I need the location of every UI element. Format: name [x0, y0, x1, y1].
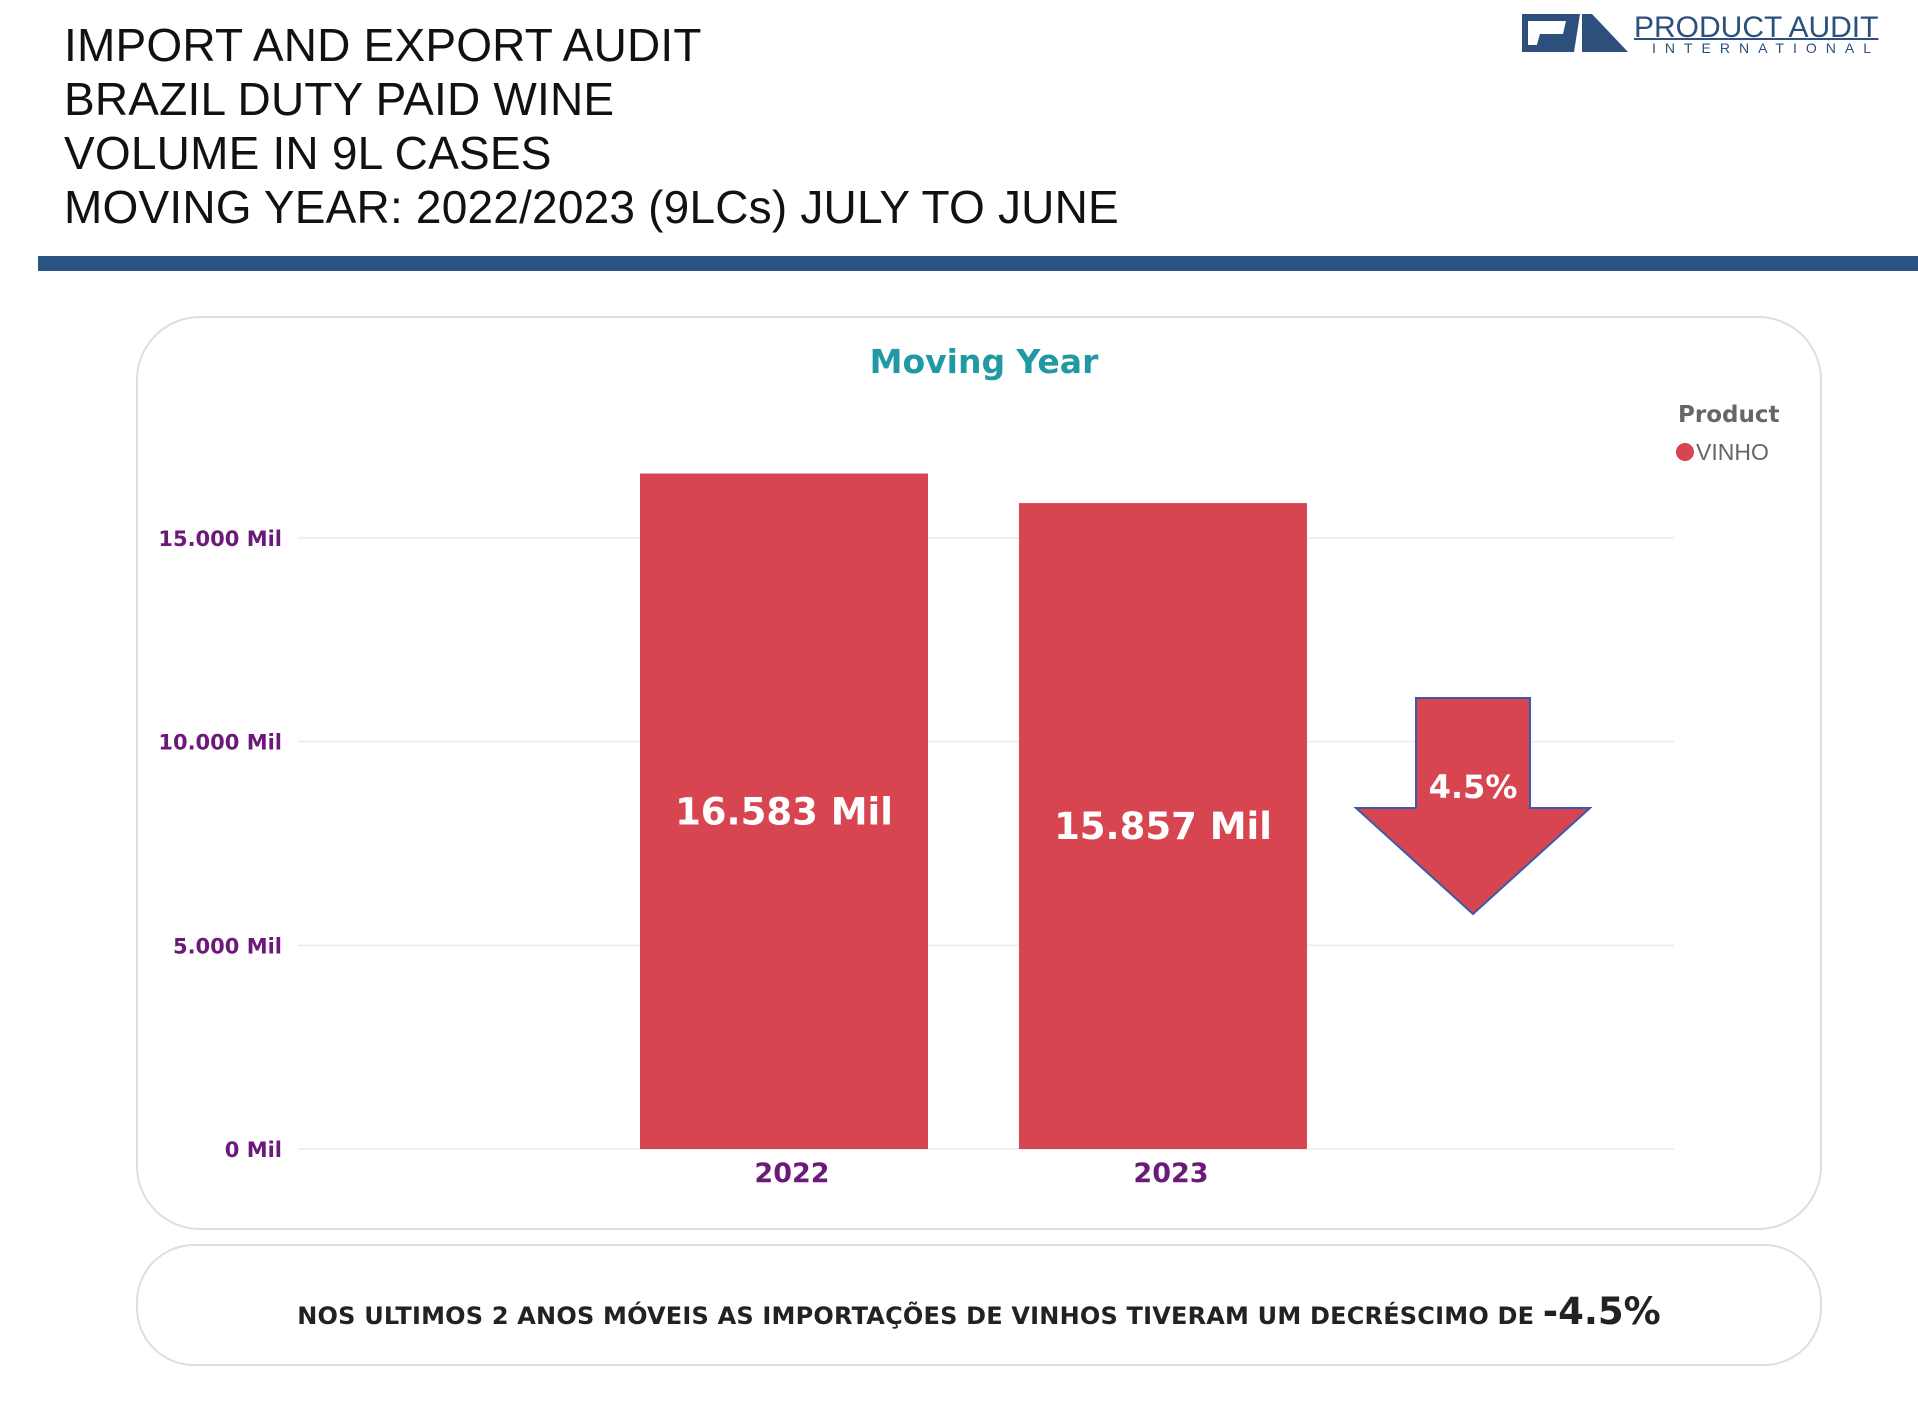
summary-note: NOS ULTIMOS 2 ANOS MÓVEIS AS IMPORTAÇÕES…: [138, 1290, 1820, 1333]
legend-item-label: VINHO: [1696, 439, 1769, 465]
header-title-line-4: MOVING YEAR: 2022/2023 (9LCs) JULY TO JU…: [64, 181, 1119, 233]
bar-2022: [640, 473, 928, 1149]
header-title-line-1: IMPORT AND EXPORT AUDIT: [64, 19, 702, 71]
logo-name: PRODUCT AUDIT: [1634, 11, 1879, 44]
header-divider: [38, 256, 1918, 271]
report-header: IMPORT AND EXPORT AUDIT BRAZIL DUTY PAID…: [64, 18, 1264, 234]
y-tick-label: 15.000 Mil: [158, 527, 282, 551]
summary-note-card: NOS ULTIMOS 2 ANOS MÓVEIS AS IMPORTAÇÕES…: [136, 1244, 1822, 1366]
summary-note-value: -4.5%: [1542, 1290, 1661, 1333]
y-tick-label: 10.000 Mil: [158, 731, 282, 755]
chart-card: Moving Year Product VINHO 0 Mil 5.000 Mil…: [136, 316, 1822, 1230]
bar-chart: Moving Year Product VINHO 0 Mil 5.000 Mil…: [158, 342, 1779, 1189]
header-title-line-3: VOLUME IN 9L CASES: [64, 127, 552, 179]
legend-marker: [1676, 443, 1694, 461]
bar-2023: [1019, 503, 1307, 1149]
y-tick-label: 5.000 Mil: [173, 934, 282, 958]
bar-data-label: 16.583 Mil: [675, 790, 893, 833]
pa-logo-icon: [1522, 14, 1628, 52]
x-tick-label: 2022: [754, 1158, 829, 1189]
bar-data-label: 15.857 Mil: [1054, 805, 1272, 848]
chart-title: Moving Year: [870, 342, 1099, 381]
change-annotation-label: 4.5%: [1429, 768, 1518, 806]
logo-subtitle: INTERNATIONAL: [1652, 40, 1880, 56]
summary-note-text: NOS ULTIMOS 2 ANOS MÓVEIS AS IMPORTAÇÕES…: [297, 1302, 1543, 1330]
x-tick-label: 2023: [1133, 1158, 1208, 1189]
company-logo: PRODUCT AUDIT INTERNATIONAL: [1522, 12, 1882, 60]
y-tick-label: 0 Mil: [225, 1138, 282, 1162]
legend-title: Product: [1678, 402, 1779, 428]
header-title-line-2: BRAZIL DUTY PAID WINE: [64, 73, 615, 125]
down-arrow-icon: [1353, 697, 1593, 916]
